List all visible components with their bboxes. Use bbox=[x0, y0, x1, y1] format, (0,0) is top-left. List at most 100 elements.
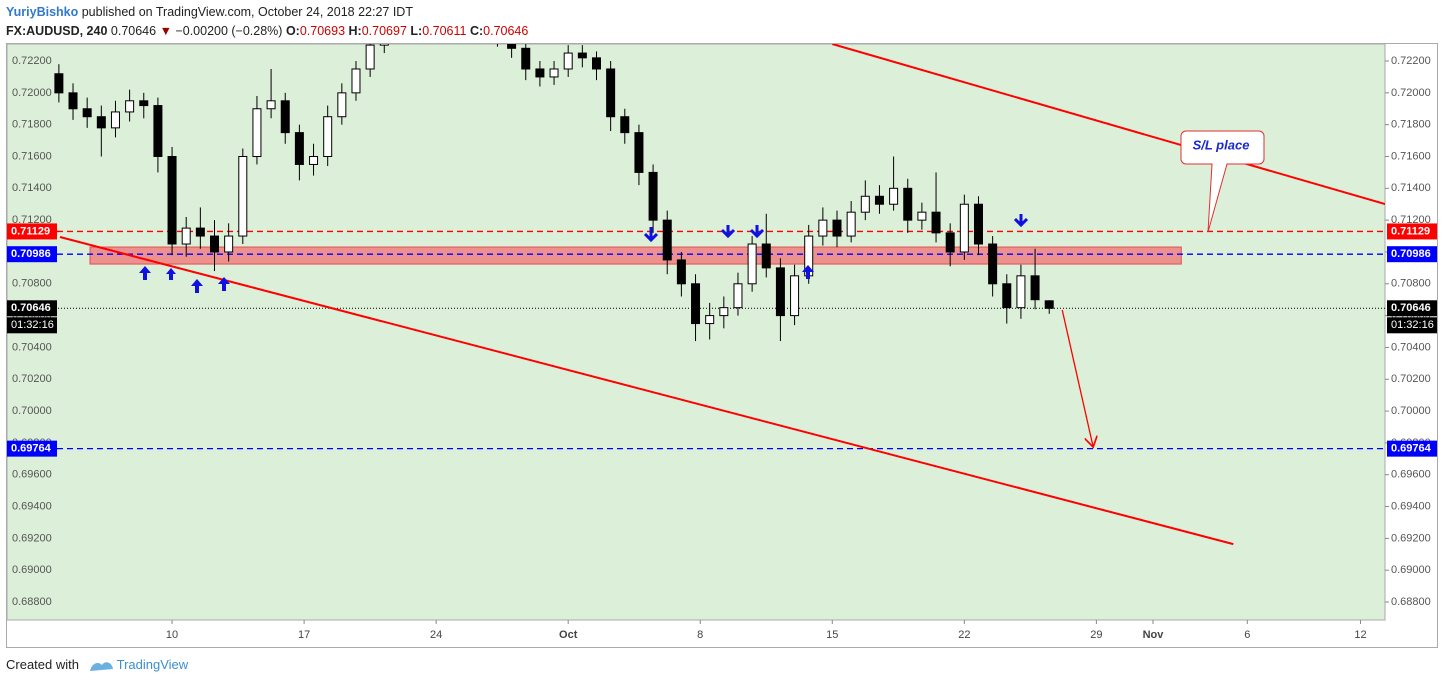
up-arrow bbox=[802, 265, 814, 279]
x-tick-label: 12 bbox=[1354, 629, 1366, 641]
price-label-bg bbox=[1387, 223, 1437, 240]
price-label: 0.70986 bbox=[11, 248, 51, 260]
up-markers bbox=[139, 265, 814, 293]
up-arrow bbox=[218, 277, 230, 291]
x-tick-label: 22 bbox=[958, 629, 970, 641]
l-label: L: bbox=[410, 24, 423, 38]
candle-body bbox=[110, 111, 120, 129]
candle-body bbox=[747, 243, 757, 285]
published: published on TradingView.com, October 24… bbox=[81, 5, 413, 19]
down-arrow bbox=[643, 227, 659, 243]
zone bbox=[89, 246, 1182, 265]
candle-body bbox=[577, 52, 587, 59]
candle-body bbox=[323, 116, 333, 157]
candle-body bbox=[874, 195, 884, 205]
candle-body bbox=[167, 155, 177, 245]
candle-body bbox=[1016, 275, 1026, 309]
price-label: 0.69764 bbox=[11, 443, 52, 455]
y-tick-label: 0.71200 bbox=[1391, 214, 1431, 226]
candle-body bbox=[294, 132, 304, 165]
candle-body bbox=[535, 68, 545, 78]
candle-body bbox=[945, 232, 955, 253]
candle-body bbox=[591, 57, 601, 70]
plot bbox=[7, 13, 1385, 546]
symbol-line: FX:AUDUSD, 240 0.70646 ▼ −0.00200 (−0.28… bbox=[6, 22, 528, 41]
candle-body bbox=[903, 187, 913, 221]
chart: S/L place 0.68800 0.68800 0.69000 0.69000 0.… bbox=[6, 13, 1438, 648]
candle-body bbox=[125, 100, 135, 113]
candle-body bbox=[139, 100, 149, 107]
price-label: 0.70646 bbox=[1391, 302, 1431, 314]
x-tick-label: 6 bbox=[1244, 629, 1250, 641]
candle-body bbox=[379, 44, 389, 46]
down-arrow bbox=[1013, 214, 1029, 228]
h-label: H: bbox=[348, 24, 362, 38]
y-tick-label: 0.72000 bbox=[1391, 87, 1431, 99]
price-label: 0.70646 bbox=[11, 302, 51, 314]
y-tick-label: 0.70000 bbox=[12, 405, 52, 417]
price-label: 0.71129 bbox=[11, 225, 50, 237]
candle-body bbox=[818, 219, 828, 237]
candle-body bbox=[479, 16, 487, 29]
c-label: C: bbox=[469, 24, 484, 38]
y-tick-label: 0.70800 bbox=[12, 278, 52, 290]
x-tick-label: 29 bbox=[1090, 629, 1102, 641]
candle-body bbox=[238, 155, 248, 237]
candle-body bbox=[973, 203, 983, 245]
price-label: 0.71129 bbox=[1391, 225, 1430, 237]
price: 0.70646 bbox=[110, 24, 157, 38]
candle-body bbox=[790, 275, 800, 317]
price-label-bg bbox=[7, 223, 57, 240]
created-with: Created with bbox=[6, 657, 79, 672]
y-tick-label: 0.71400 bbox=[1391, 182, 1431, 194]
candle-body bbox=[917, 211, 927, 221]
candle-body bbox=[153, 105, 163, 157]
symbol: FX:AUDUSD, 240 bbox=[6, 24, 108, 38]
candle-body bbox=[365, 44, 375, 70]
price-label-bg bbox=[1387, 300, 1437, 317]
candle-body bbox=[394, 13, 402, 29]
y-tick-label: 0.68800 bbox=[12, 596, 52, 608]
down-arrow bbox=[720, 225, 736, 239]
candle-body bbox=[54, 73, 64, 94]
countdown-bg bbox=[1387, 317, 1437, 334]
price-label: 0.70986 bbox=[1391, 248, 1431, 260]
candle-body bbox=[195, 227, 205, 237]
down-arrow bbox=[749, 225, 765, 239]
x-tick-label: Nov bbox=[1143, 629, 1165, 641]
y-tick-label: 0.70400 bbox=[12, 341, 52, 353]
countdown: 01:32:16 bbox=[11, 319, 54, 331]
candle-body bbox=[351, 68, 361, 94]
candle-body bbox=[1030, 275, 1040, 301]
y-tick-label: 0.71400 bbox=[12, 182, 52, 194]
o-value: 0.70693 bbox=[299, 24, 346, 38]
price-label-bg bbox=[7, 246, 57, 263]
candle-body bbox=[493, 29, 501, 37]
y-tick-label: 0.70800 bbox=[1391, 278, 1431, 290]
candle-body bbox=[662, 219, 672, 261]
x-tick-label: Oct bbox=[559, 629, 578, 641]
candle-body bbox=[860, 195, 870, 213]
y-tick-label: 0.69200 bbox=[1391, 532, 1431, 544]
brand[interactable]: TradingView bbox=[116, 657, 189, 672]
price-label-bg bbox=[1387, 440, 1437, 457]
x-tick-label: 15 bbox=[826, 629, 838, 641]
y-tick-label: 0.69400 bbox=[12, 500, 52, 512]
candle-body bbox=[1002, 283, 1012, 309]
y-tick-label: 0.71600 bbox=[1391, 150, 1431, 162]
callout-box bbox=[1180, 130, 1265, 233]
annotations: S/L place bbox=[139, 130, 1265, 293]
price-label-bg bbox=[7, 440, 57, 457]
x-tick-label: 17 bbox=[298, 629, 310, 641]
candle-body bbox=[521, 47, 531, 70]
candle-body bbox=[691, 283, 701, 325]
y-tick-label: 0.72200 bbox=[1391, 55, 1431, 67]
x-tick-label: 8 bbox=[697, 629, 703, 641]
candle-body bbox=[337, 92, 347, 118]
author[interactable]: YuriyBishko bbox=[6, 5, 79, 19]
candle-body bbox=[280, 100, 290, 134]
candle-body bbox=[68, 92, 78, 110]
candle-body bbox=[634, 132, 644, 173]
candle-body bbox=[96, 116, 106, 129]
callout-text: S/L place bbox=[1193, 137, 1250, 152]
